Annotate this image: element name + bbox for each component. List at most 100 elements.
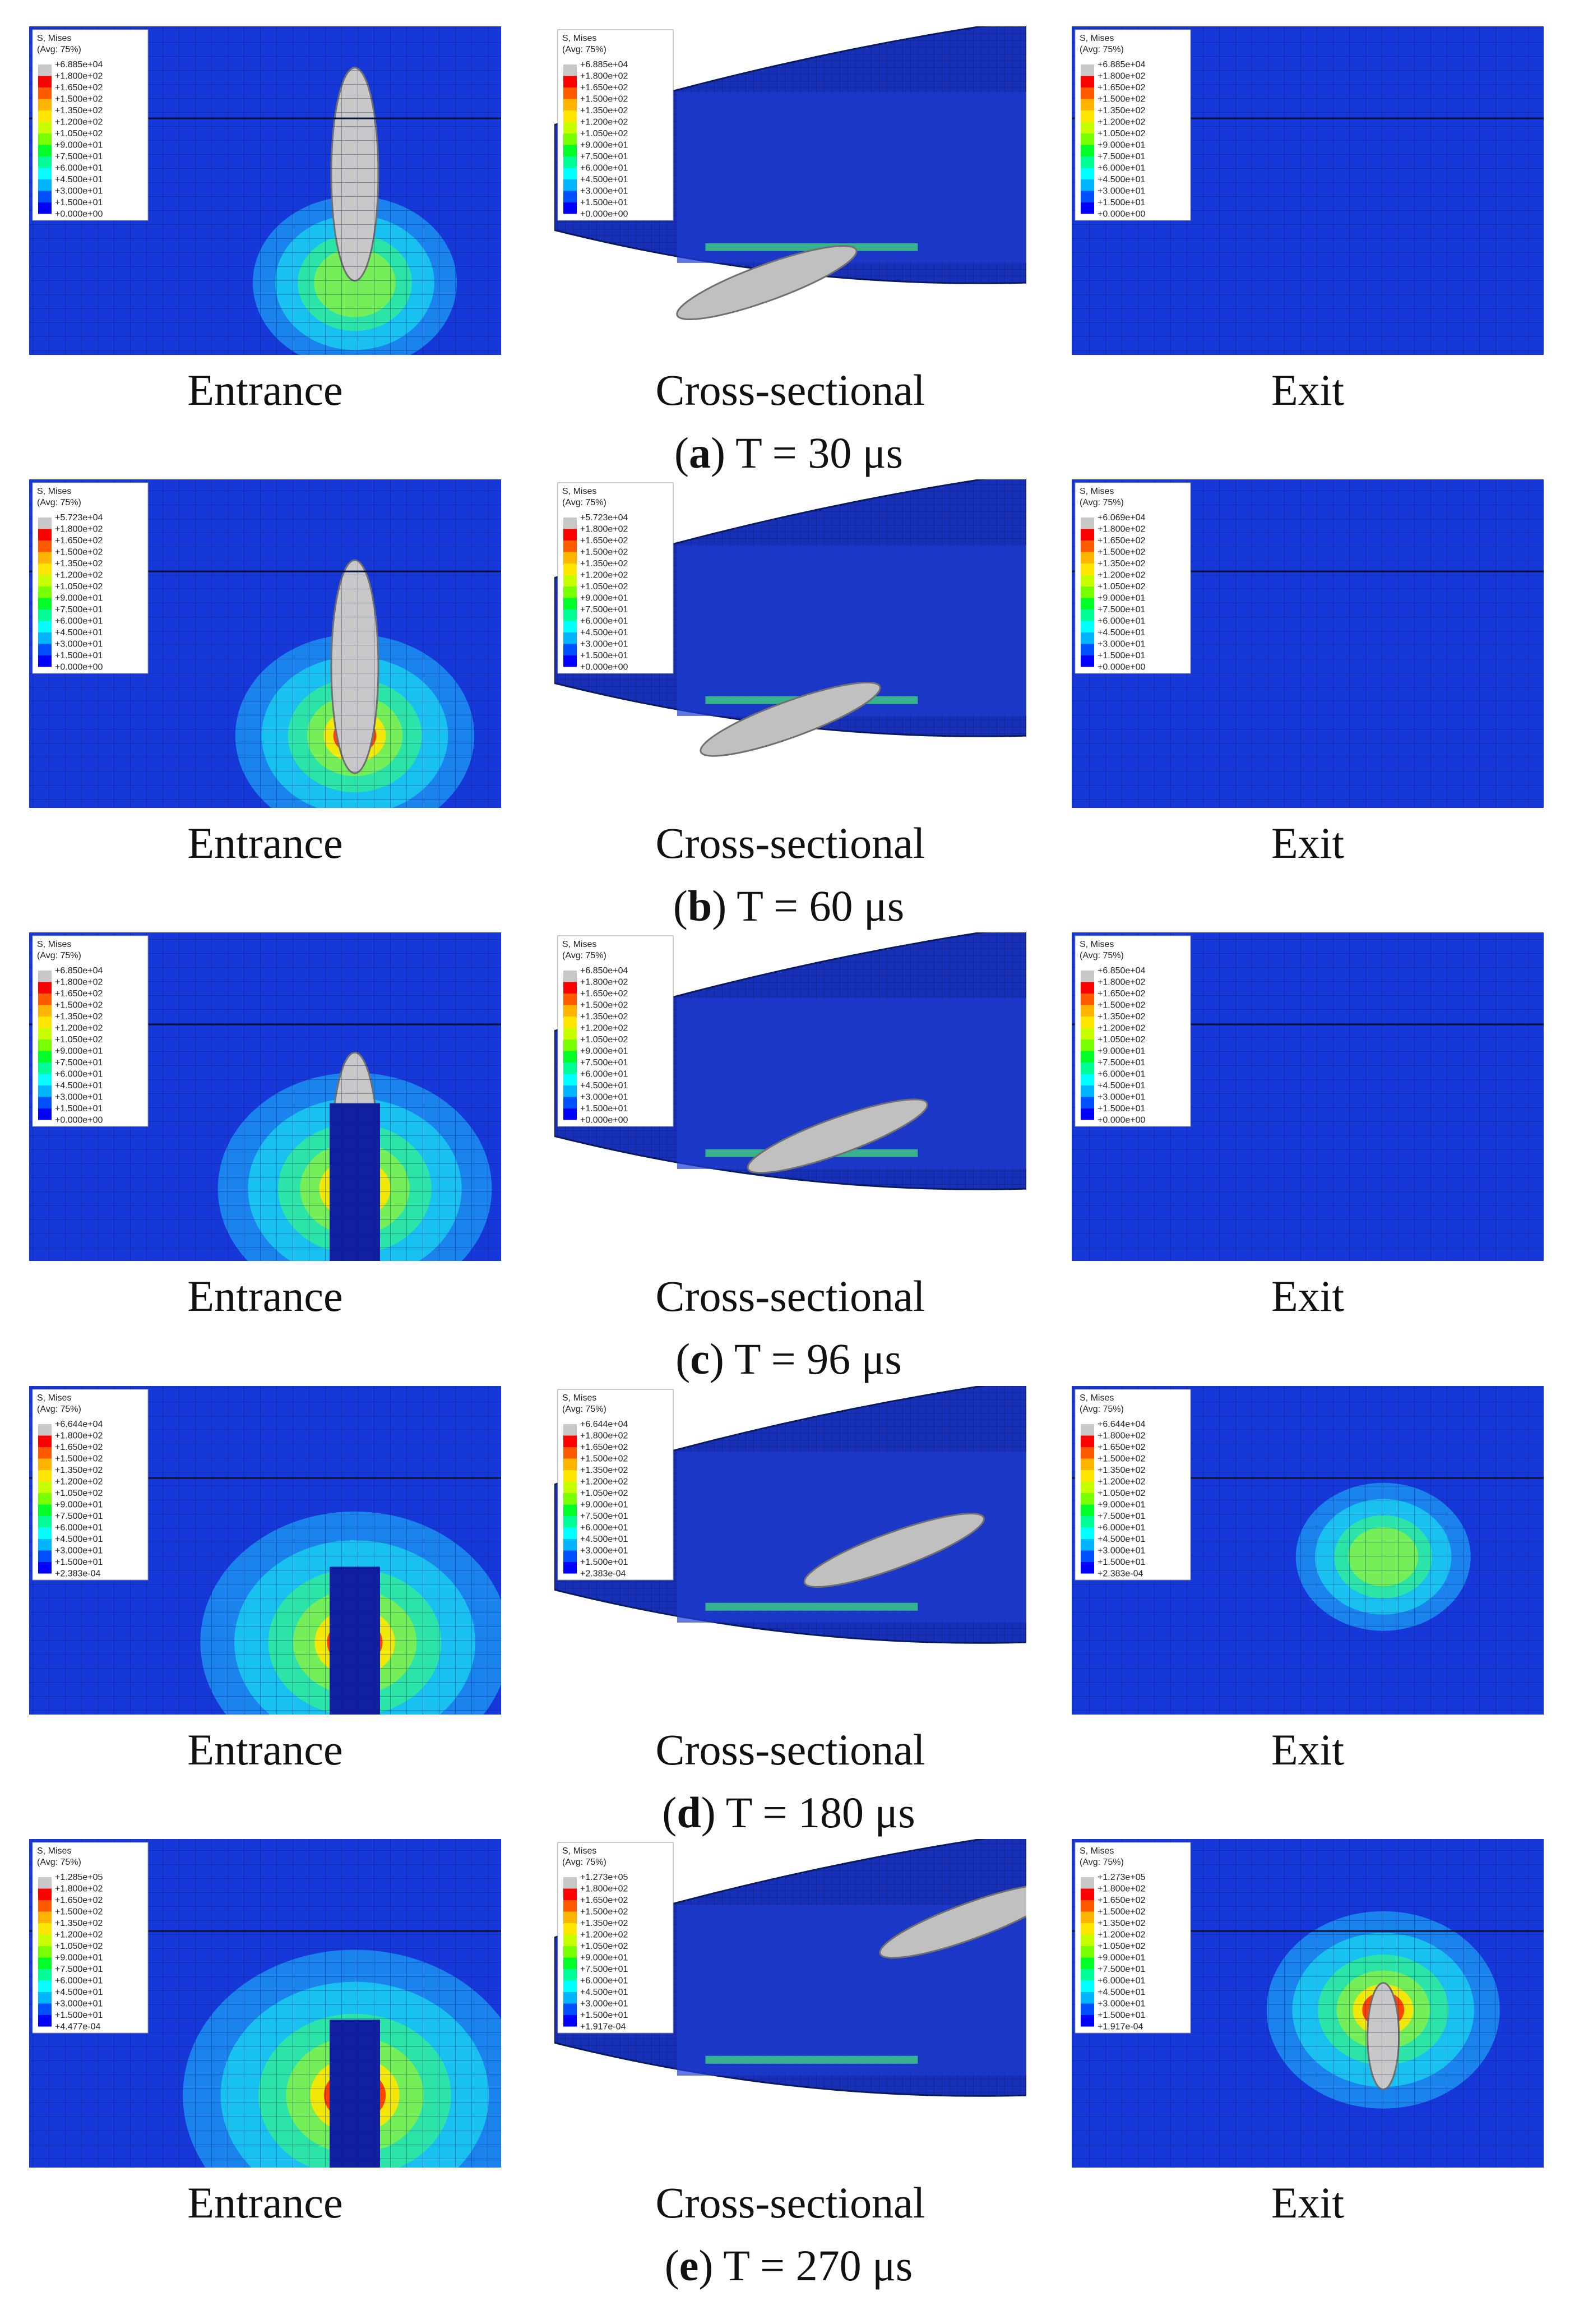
legend-value: +1.650e+02 (55, 1896, 103, 1905)
legend-value: +1.500e+02 (55, 95, 103, 104)
legend-swatch (563, 1085, 577, 1097)
legend-value: +6.644e+04 (55, 1420, 103, 1429)
legend-value: +1.650e+02 (1098, 536, 1146, 546)
legend-swatch (38, 122, 52, 133)
legend-swatch (38, 1539, 52, 1551)
legend-value: +1.050e+02 (580, 1035, 628, 1045)
legend-value: +2.383e-04 (1098, 1569, 1143, 1579)
legend-title: S, Mises (37, 1393, 71, 1403)
legend-value: +4.500e+01 (55, 1081, 103, 1091)
legend-swatch (1081, 1005, 1094, 1017)
caption-text: ) T = 270 μs (698, 2241, 913, 2290)
panel: S, Mises (Avg: 75%) +6.850e+04 +1.800e+02 +1… (554, 932, 1026, 1320)
panel-label: Exit (1271, 1272, 1344, 1320)
legend-swatch (563, 179, 577, 191)
legend-swatch (38, 1504, 52, 1516)
legend-swatch (38, 1550, 52, 1562)
legend-value: +1.500e+01 (55, 198, 103, 207)
legend-value: +3.000e+01 (55, 1999, 103, 2009)
legend-swatch (563, 1992, 577, 2004)
legend-box (32, 29, 149, 221)
legend-value: +1.350e+02 (55, 1466, 103, 1475)
legend-subtitle: (Avg: 75%) (1080, 1404, 1124, 1414)
legend-value: +1.500e+01 (580, 198, 628, 207)
legend-value: +3.000e+01 (55, 640, 103, 649)
legend-swatch (1081, 168, 1094, 179)
legend-value: +1.650e+02 (55, 1443, 103, 1452)
legend-value: +0.000e+00 (55, 210, 103, 219)
caption-text: ) T = 180 μs (701, 1788, 915, 1837)
legend-subtitle: (Avg: 75%) (562, 45, 606, 54)
legend-value: +1.200e+02 (580, 118, 628, 127)
legend-value: +3.000e+01 (55, 187, 103, 196)
legend-swatch (563, 540, 577, 552)
legend-value: +1.917e-04 (1098, 2022, 1143, 2032)
legend-swatch (38, 1074, 52, 1085)
legend-value: +6.000e+01 (580, 1523, 628, 1533)
legend-value: +1.350e+02 (1098, 1012, 1146, 1022)
legend-value: +1.650e+02 (1098, 1896, 1146, 1905)
legend-swatch (38, 598, 52, 609)
legend-box (32, 1842, 149, 2034)
projectile (700, 681, 881, 757)
legend-swatch (563, 1447, 577, 1459)
legend-swatch (563, 1458, 577, 1470)
legend-swatch (1081, 982, 1094, 994)
legend-swatch (38, 1028, 52, 1039)
legend-title: S, Mises (562, 1846, 596, 1856)
legend-value: +1.350e+02 (55, 1919, 103, 1928)
legend-swatch (563, 1051, 577, 1062)
legend-swatch (563, 644, 577, 655)
legend-swatch (563, 1504, 577, 1516)
legend-swatch (38, 202, 52, 214)
legend-value: +1.200e+02 (580, 1477, 628, 1487)
legend-box (557, 1842, 674, 2034)
legend-swatch (1081, 1493, 1094, 1505)
legend-swatch (1081, 110, 1094, 122)
legend-subtitle: (Avg: 75%) (562, 1404, 606, 1414)
legend-subtitle: (Avg: 75%) (1080, 951, 1124, 960)
legend-value: +1.800e+02 (1098, 72, 1146, 81)
legend-subtitle: (Avg: 75%) (1080, 498, 1124, 507)
legend-value: +1.200e+02 (1098, 1477, 1146, 1487)
legend-value: +6.850e+04 (1098, 966, 1146, 976)
legend-swatch (1081, 598, 1094, 609)
legend-value: +1.285e+05 (55, 1873, 103, 1882)
legend-swatch (1081, 2003, 1094, 2015)
panel: S, Mises (Avg: 75%) +6.850e+04 +1.800e+02 +1… (29, 932, 501, 1320)
legend-value: +4.500e+01 (580, 175, 628, 184)
legend-swatch (563, 1062, 577, 1074)
legend-swatch (38, 1934, 52, 1946)
legend-subtitle: (Avg: 75%) (1080, 45, 1124, 54)
legend-swatch (563, 1562, 577, 1574)
legend-value: +7.500e+01 (1098, 1512, 1146, 1521)
caption-letter: c (690, 1334, 710, 1383)
legend-swatch (563, 1911, 577, 1923)
legend-swatch (1081, 1470, 1094, 1482)
legend-swatch (1081, 1911, 1094, 1923)
legend-swatch (38, 529, 52, 540)
legend-value: +6.644e+04 (1098, 1420, 1146, 1429)
legend-swatch (38, 2015, 52, 2027)
panel: S, Mises (Avg: 75%) +6.069e+04 +1.800e+02 +1… (1072, 479, 1544, 867)
legend-title: S, Mises (562, 487, 596, 496)
legend-value: +1.050e+02 (1098, 1035, 1146, 1045)
legend-swatch (563, 1934, 577, 1946)
legend-value: +6.885e+04 (55, 60, 103, 70)
legend-swatch (1081, 540, 1094, 552)
legend-swatch (38, 1017, 52, 1028)
legend-value: +1.500e+01 (580, 651, 628, 660)
legend-swatch (1081, 1085, 1094, 1097)
legend-swatch (563, 1969, 577, 1981)
legend-swatch (38, 644, 52, 655)
legend-value: +6.000e+01 (580, 1070, 628, 1079)
legend-value: +4.500e+01 (580, 628, 628, 637)
legend-swatch (563, 1074, 577, 1085)
damage-band (705, 243, 918, 251)
legend-value: +1.500e+02 (580, 1454, 628, 1464)
legend-value: +9.000e+01 (1098, 1500, 1146, 1510)
legend-swatch (1081, 1957, 1094, 1969)
caption-letter: a (689, 428, 711, 477)
legend-value: +1.273e+05 (580, 1873, 628, 1882)
